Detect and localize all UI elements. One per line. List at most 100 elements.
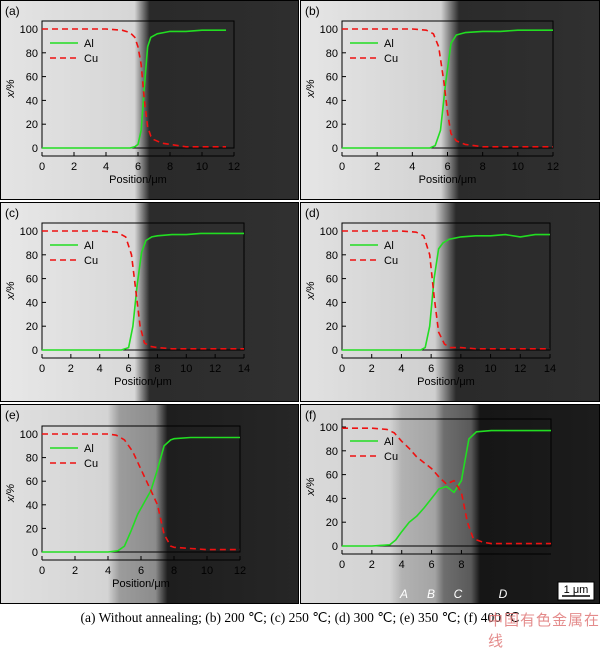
x-tick-label: 2 [72,565,78,577]
y-tick-label: 40 [26,500,38,512]
chart-panel: 0 20 40 60 80 100 0 2 4 6 8 10 12 14 Position/μm x/% (c)… [0,202,299,402]
y-tick-label: 0 [332,541,338,553]
legend-label: Al [384,240,394,252]
x-tick-label: 6 [428,363,434,375]
x-tick-label: 8 [167,161,173,173]
y-tick-label: 80 [26,250,38,262]
y-tick-label: 40 [326,297,338,309]
x-tick-label: 8 [171,565,177,577]
panel-border [0,404,299,604]
y-axis-label: x/% [5,79,17,99]
legend-label: Al [384,436,394,448]
chart-panel: 0 20 40 60 80 100 0 2 4 6 8 10 12 Position/μm x/% (e) Al… [0,404,299,604]
series-line-al [342,429,551,547]
x-tick-label: 14 [544,363,556,375]
x-tick-label: 2 [68,363,74,375]
legend-label: Cu [384,53,398,65]
y-tick-label: 60 [326,274,338,286]
scale-bar-label: 1 μm [564,584,589,596]
x-tick-label: 0 [339,363,345,375]
x-tick-label: 10 [512,161,524,173]
x-tick-label: 6 [429,559,435,571]
y-tick-label: 100 [320,226,338,238]
x-axis-label: Position/μm [419,174,477,186]
series-line-cu [342,427,551,545]
plot-frame [41,20,235,149]
x-tick-label: 10 [484,363,496,375]
y-tick-label: 0 [32,143,38,155]
panel-label: (f) [305,408,316,422]
y-axis-label: x/% [305,79,317,99]
x-tick-label: 0 [339,161,345,173]
x-axis-label: Position/μm [109,174,167,186]
y-tick-label: 20 [326,321,338,333]
x-tick-label: 12 [234,565,246,577]
x-tick-label: 6 [138,565,144,577]
panel-label: (c) [5,206,19,220]
x-tick-label: 10 [201,565,213,577]
plot-frame [41,425,241,553]
micrograph-background [300,404,600,604]
y-tick-label: 0 [32,345,38,357]
legend-label: Al [84,443,94,455]
y-tick-label: 80 [26,48,38,60]
x-axis-label: Position/μm [417,376,475,388]
plot-frame [41,222,245,351]
x-tick-label: 4 [409,161,415,173]
y-tick-label: 40 [26,297,38,309]
chart-panel: 0 20 40 60 80 100 0 2 4 6 8 10 12 Position/μm x/% (a) Al… [0,0,299,200]
chart-panel: 0 20 40 60 80 100 0 2 4 6 8 10 12 Position/μm x/% (b) Al… [300,0,600,200]
x-axis-label: Position/μm [114,376,172,388]
plot-frame [341,20,554,149]
y-axis-label: x/% [305,281,317,301]
x-tick-label: 4 [398,363,404,375]
panel-label: (b) [305,4,320,18]
x-tick-label: 8 [480,161,486,173]
figure-caption: (a) Without annealing; (b) 200 ℃; (c) 25… [80,610,520,625]
micrograph-background [0,404,299,604]
x-tick-label: 8 [458,559,464,571]
micrograph-background [0,202,299,402]
zone-label: D [499,587,508,601]
x-tick-label: 6 [444,161,450,173]
x-tick-label: 10 [196,161,208,173]
legend-label: Al [84,38,94,50]
x-tick-label: 12 [514,363,526,375]
x-tick-label: 2 [369,363,375,375]
y-axis-label: x/% [305,477,317,497]
series-line-cu [42,433,240,551]
x-tick-label: 8 [458,363,464,375]
x-tick-label: 4 [97,363,103,375]
x-tick-label: 0 [39,565,45,577]
legend-label: Al [384,38,394,50]
y-tick-label: 20 [26,119,38,131]
series-line-cu [42,230,244,350]
y-tick-label: 40 [26,95,38,107]
series-line-al [342,233,550,351]
legend-label: Cu [384,255,398,267]
legend-label: Cu [84,255,98,267]
micrograph-background [300,0,600,200]
y-axis-label: x/% [5,281,17,301]
watermark: 中国有色金属在线 [488,611,600,650]
y-tick-label: 60 [26,72,38,84]
x-tick-label: 6 [126,363,132,375]
y-axis-label: x/% [5,484,17,504]
x-tick-label: 2 [369,559,375,571]
y-tick-label: 20 [326,517,338,529]
y-tick-label: 0 [332,345,338,357]
x-tick-label: 6 [135,161,141,173]
y-tick-label: 0 [332,143,338,155]
zone-label: B [427,587,435,601]
series-line-cu [342,230,550,350]
y-tick-label: 60 [326,72,338,84]
y-tick-label: 40 [326,493,338,505]
y-tick-label: 100 [20,24,38,36]
zone-label: C [454,587,463,601]
x-tick-label: 12 [228,161,240,173]
x-tick-label: 4 [105,565,111,577]
series-line-al [42,232,244,351]
x-axis-label: Position/μm [112,578,170,590]
y-tick-label: 40 [326,95,338,107]
chart-panel: 0 20 40 60 80 100 0 2 4 6 8 x/% (f) Al Cu [300,404,600,604]
